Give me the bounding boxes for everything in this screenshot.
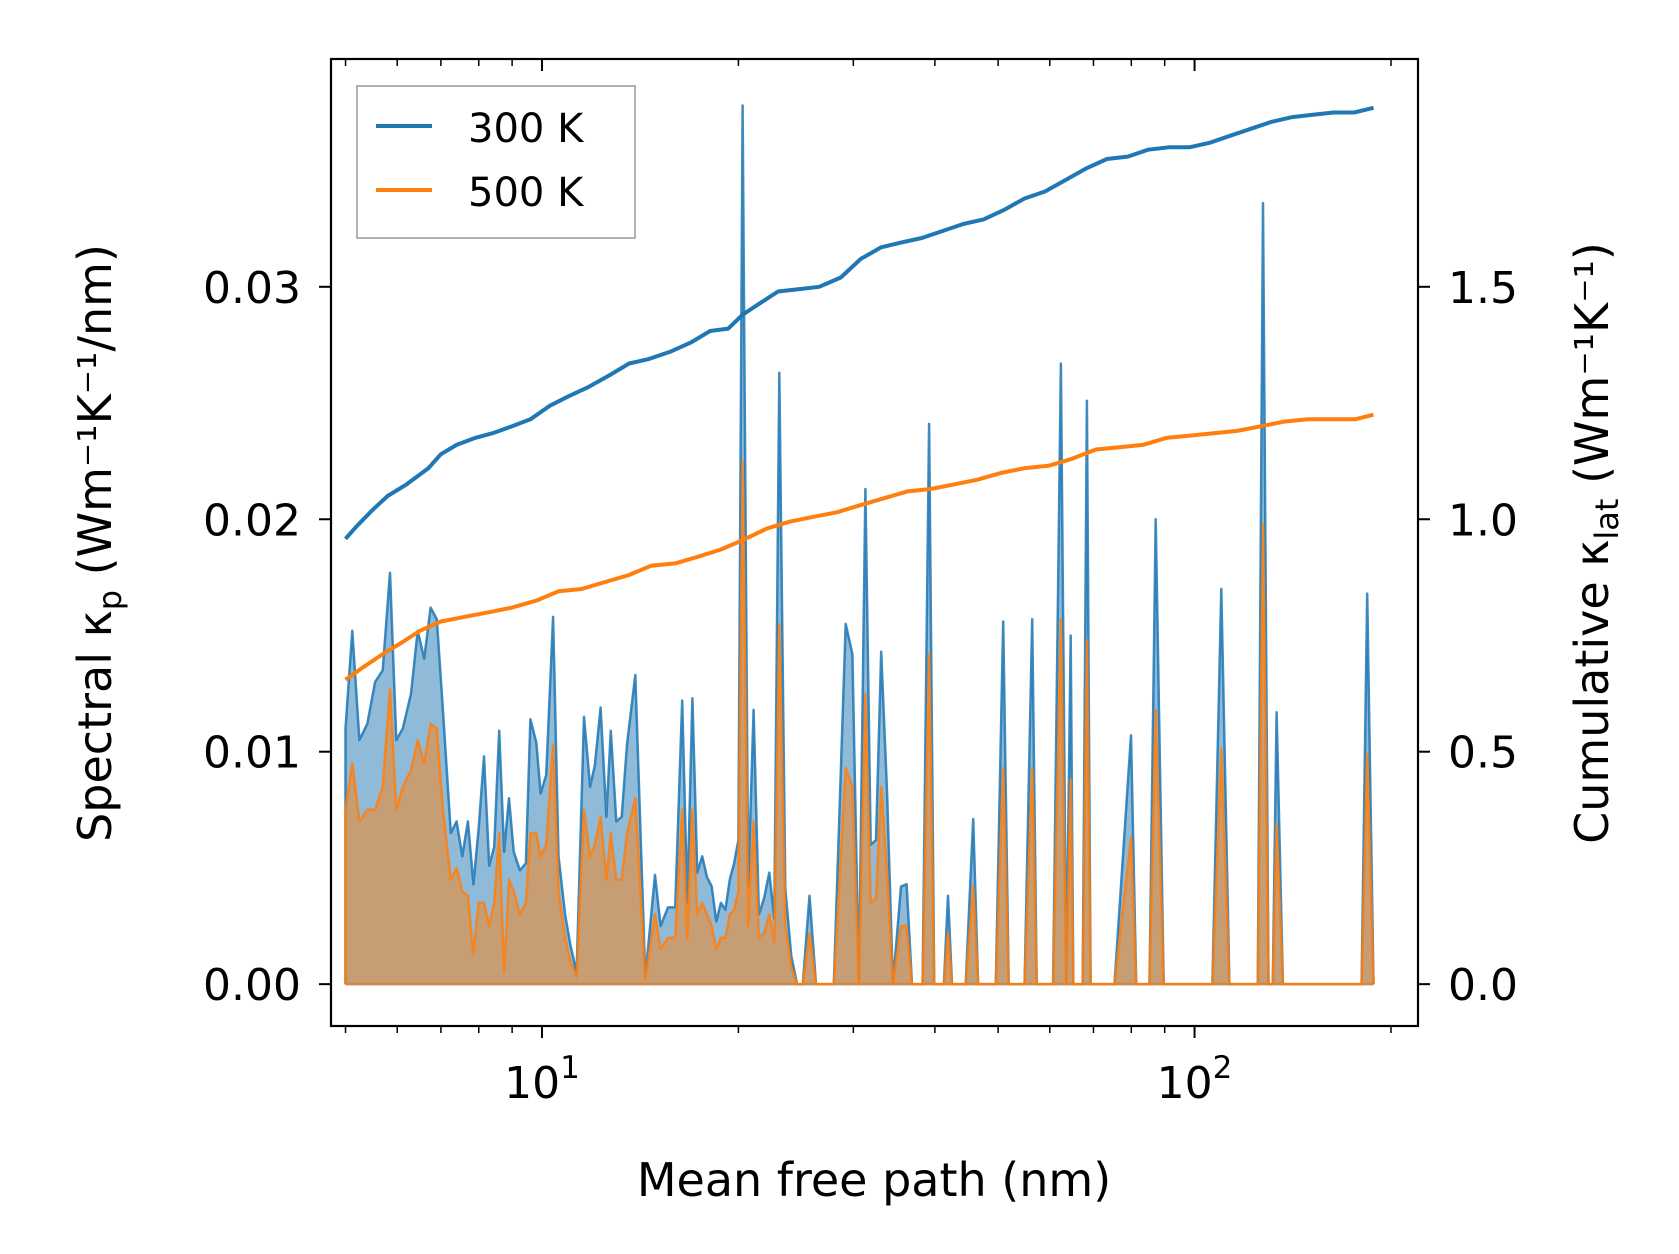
y-right-tick-label: 0.5 [1448,728,1518,779]
series-lines [344,105,1374,682]
x-tick-label: 102 [1157,1050,1233,1109]
spectral-fills [344,104,1375,986]
y-right-label-unit: (Wm⁻¹K⁻¹) [1565,242,1619,498]
y-right-axis-label: Cumulative κlat (Wm⁻¹K⁻¹) [1565,242,1626,844]
y-right-tick-label: 1.0 [1448,495,1518,546]
x-tick-label: 101 [504,1050,580,1109]
y-right-label-main: Cumulative κ [1565,540,1619,844]
legend-label-500k: 500 K [468,170,585,216]
legend-box [356,85,636,239]
y-left-axis-label: Spectral κp (Wm⁻¹K⁻¹/nm) [68,244,129,842]
x-axis-label: Mean free path (nm) [637,1153,1111,1207]
axes-frame [329,57,1420,1028]
spectral-line-500k [344,459,1375,986]
y-left-tick-label: 0.03 [203,263,301,314]
legend: 300 K 500 K [356,85,636,239]
axis-ticks: 0.00 0.01 0.02 0.03 0.0 0.5 1.0 1.5 101 102 [203,59,1518,1109]
y-left-label-unit: (Wm⁻¹K⁻¹/nm) [68,244,122,590]
y-left-label-sub: p [91,590,129,610]
y-right-label-sub: lat [1588,499,1626,540]
cumulative-line-500k [344,412,1374,682]
y-left-tick-label: 0.00 [203,960,301,1011]
legend-label-300k: 300 K [468,106,585,152]
plot-area [344,104,1375,986]
cumulative-line-300k [344,105,1374,541]
spectral-line-300k [344,104,1375,986]
y-right-tick-label: 0.0 [1448,960,1518,1011]
y-left-label-main: Spectral κ [68,610,122,842]
y-right-tick-label: 1.5 [1448,263,1518,314]
y-left-tick-label: 0.01 [203,728,301,779]
spectral-fill-500k [345,461,1374,985]
y-left-tick-label: 0.02 [203,495,301,546]
